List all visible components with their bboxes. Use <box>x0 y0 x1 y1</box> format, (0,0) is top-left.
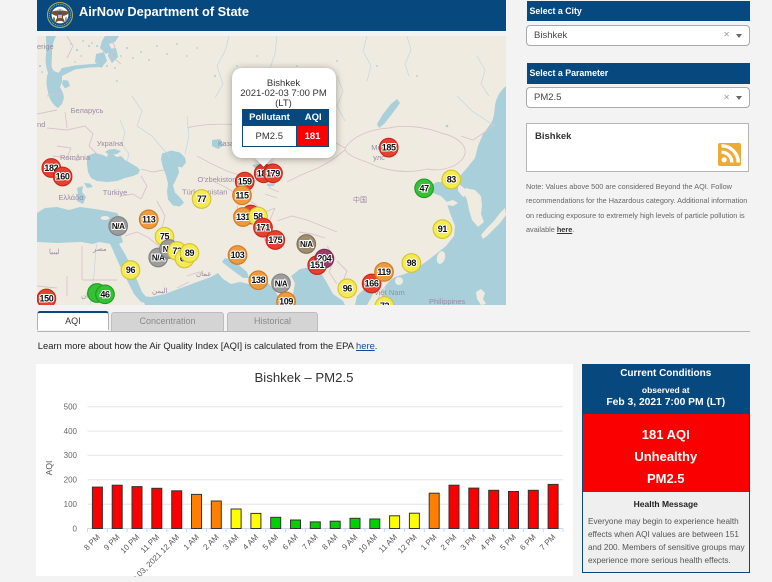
svg-text:عمان: عمان <box>196 270 212 278</box>
svg-text:4 PM: 4 PM <box>479 532 499 552</box>
svg-text:10 AM: 10 AM <box>357 532 380 555</box>
svg-text:175: 175 <box>268 235 282 245</box>
svg-text:5 AM: 5 AM <box>261 532 280 551</box>
svg-text:89: 89 <box>185 248 195 258</box>
svg-text:96: 96 <box>126 265 136 275</box>
svg-text:4 AM: 4 AM <box>241 532 260 551</box>
svg-text:3 PM: 3 PM <box>459 532 479 552</box>
svg-text:مصر: مصر <box>92 246 107 253</box>
svg-text:Việt Nam: Việt Nam <box>374 288 405 297</box>
svg-text:8 AM: 8 AM <box>320 532 339 551</box>
svg-text:Bishkek – PM2.5: Bishkek – PM2.5 <box>255 370 354 385</box>
svg-text:erige: erige <box>37 42 54 51</box>
svg-text:5 PM: 5 PM <box>498 532 518 552</box>
svg-text:2 PM: 2 PM <box>439 532 459 552</box>
svg-text:N/A: N/A <box>300 240 313 249</box>
svg-text:România: România <box>60 153 91 162</box>
svg-text:nd: nd <box>37 120 45 129</box>
svg-text:6 PM: 6 PM <box>518 532 538 552</box>
svg-text:Philippines: Philippines <box>429 297 466 305</box>
svg-text:96: 96 <box>343 283 353 293</box>
svg-text:100: 100 <box>64 500 78 509</box>
svg-text:O'zbekiston: O'zbekiston <box>198 175 237 184</box>
svg-text:10 PM: 10 PM <box>119 532 142 555</box>
svg-text:AQI: AQI <box>44 460 54 475</box>
svg-text:159: 159 <box>238 177 252 187</box>
svg-text:7 PM: 7 PM <box>538 532 558 552</box>
svg-text:1 AM: 1 AM <box>182 532 201 551</box>
svg-text:77: 77 <box>197 194 207 204</box>
svg-text:166: 166 <box>365 279 379 289</box>
svg-text:131: 131 <box>236 212 250 222</box>
svg-text:150: 150 <box>39 294 53 304</box>
svg-text:179: 179 <box>266 168 280 178</box>
svg-text:Беларусь: Беларусь <box>71 106 104 115</box>
svg-text:72: 72 <box>380 301 390 305</box>
svg-text:улс: улс <box>373 153 385 162</box>
svg-text:171: 171 <box>256 223 270 233</box>
svg-text:103: 103 <box>231 250 245 260</box>
svg-text:2 AM: 2 AM <box>201 532 220 551</box>
svg-text:中国: 中国 <box>353 195 367 204</box>
svg-text:46: 46 <box>100 289 110 299</box>
svg-text:Türkiye: Türkiye <box>103 188 128 197</box>
svg-text:12 PM: 12 PM <box>396 532 419 555</box>
svg-text:204: 204 <box>317 254 331 264</box>
svg-text:83: 83 <box>447 175 457 185</box>
svg-text:اليمن: اليمن <box>152 287 168 295</box>
svg-text:Україна: Україна <box>97 139 124 148</box>
svg-text:98: 98 <box>407 258 417 268</box>
svg-text:138: 138 <box>251 275 265 285</box>
svg-text:6 AM: 6 AM <box>281 532 300 551</box>
svg-text:N/A: N/A <box>112 222 125 231</box>
svg-text:113: 113 <box>142 214 156 224</box>
svg-text:ليبيا: ليبيا <box>49 248 60 256</box>
svg-text:151: 151 <box>310 260 324 270</box>
svg-text:185: 185 <box>382 143 396 153</box>
svg-text:160: 160 <box>56 172 70 182</box>
svg-text:1 PM: 1 PM <box>419 532 439 552</box>
svg-text:91: 91 <box>438 224 448 234</box>
svg-text:400: 400 <box>64 426 78 435</box>
svg-text:Ελλάδα: Ελλάδα <box>58 193 84 202</box>
svg-text:500: 500 <box>64 402 78 411</box>
svg-text:47: 47 <box>419 183 429 193</box>
svg-text:119: 119 <box>377 267 391 277</box>
svg-text:N/A: N/A <box>152 254 165 263</box>
svg-text:0: 0 <box>73 524 78 533</box>
svg-text:109: 109 <box>279 297 293 306</box>
svg-text:11 AM: 11 AM <box>377 532 399 554</box>
svg-text:115: 115 <box>235 190 249 200</box>
svg-text:8 PM: 8 PM <box>82 532 102 552</box>
svg-text:200: 200 <box>64 475 78 484</box>
svg-text:3 AM: 3 AM <box>221 532 240 551</box>
svg-text:300: 300 <box>64 451 78 460</box>
svg-text:7 AM: 7 AM <box>300 532 319 551</box>
svg-text:N/A: N/A <box>275 279 288 288</box>
